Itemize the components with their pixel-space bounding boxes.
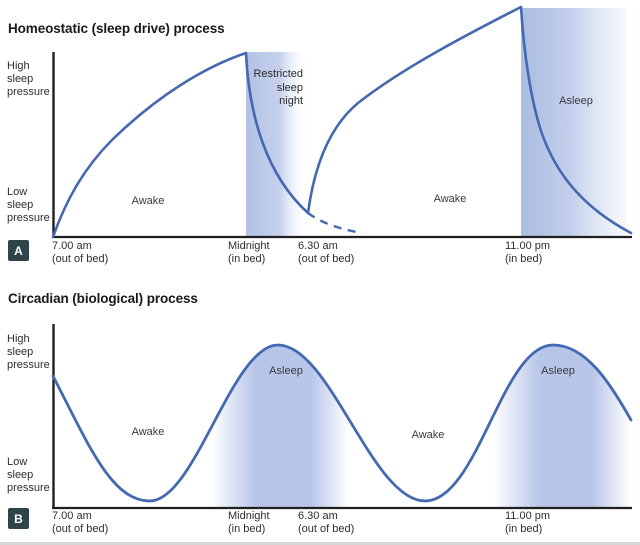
panel-a-title: Homeostatic (sleep drive) process	[8, 21, 225, 36]
restricted-sleep-night-label: Restricted sleep night	[253, 68, 303, 107]
asleep-label-b-right: Asleep	[541, 365, 575, 377]
panel-a-badge: A	[8, 240, 29, 261]
asleep-regions-panel-b	[53, 345, 631, 507]
homeostatic-rise-day2-curve	[306, 5, 523, 215]
x-tick-7am-b: 7.00 am (out of bed)	[52, 510, 108, 535]
asleep-label-a: Asleep	[559, 95, 593, 107]
x-tick-630am-b: 6.30 am (out of bed)	[298, 510, 354, 535]
x-tick-11pm-a: 11.00 pm (in bed)	[505, 240, 550, 265]
x-tick-7am-a: 7.00 am (out of bed)	[52, 240, 108, 265]
bottom-divider-bar	[0, 542, 640, 545]
x-tick-time: Midnight	[228, 510, 270, 522]
restricted-sleep-night-region	[246, 52, 308, 237]
x-tick-note: (in bed)	[505, 522, 543, 535]
homeostatic-projected-decline-dashed-curve	[307, 212, 363, 235]
panel-b-title: Circadian (biological) process	[8, 291, 198, 306]
x-tick-time: 6.30 am	[298, 510, 338, 522]
x-tick-note: (in bed)	[228, 252, 266, 265]
x-tick-time: 11.00 pm	[505, 240, 551, 252]
x-tick-midnight-a: Midnight (in bed)	[228, 240, 270, 265]
y-axis-label-high-b: High sleep pressure	[7, 333, 50, 371]
y-axis-label-high-a: High sleep pressure	[7, 60, 50, 98]
x-tick-630am-a: 6.30 am (out of bed)	[298, 240, 354, 265]
x-tick-note: (out of bed)	[52, 522, 109, 535]
x-tick-time: 7.00 am	[52, 510, 92, 522]
y-axis-label-low-b: Low sleep pressure	[7, 456, 50, 494]
awake-label-b-right: Awake	[411, 429, 445, 441]
x-tick-11pm-b: 11.00 pm (in bed)	[505, 510, 550, 535]
x-tick-time: Midnight	[228, 240, 270, 252]
homeostatic-decline-night2-curve	[519, 5, 633, 235]
homeostatic-rise-day1-curve	[51, 51, 248, 239]
awake-label-a-left: Awake	[131, 195, 165, 207]
x-tick-note: (out of bed)	[298, 522, 355, 535]
circadian-sine-curve	[51, 343, 633, 503]
awake-label-a-right: Awake	[433, 193, 467, 205]
x-tick-note: (out of bed)	[298, 252, 355, 265]
x-tick-note: (in bed)	[505, 252, 543, 265]
y-axis-label-low-a: Low sleep pressure	[7, 186, 50, 224]
panel-b-badge: B	[8, 508, 29, 529]
x-tick-time: 11.00 pm	[505, 510, 551, 522]
x-tick-note: (out of bed)	[52, 252, 109, 265]
awake-label-b-left: Awake	[131, 426, 165, 438]
x-tick-time: 7.00 am	[52, 240, 92, 252]
x-tick-time: 6.30 am	[298, 240, 338, 252]
homeostatic-decline-restricted-curve	[244, 51, 310, 215]
x-tick-midnight-b: Midnight (in bed)	[228, 510, 270, 535]
x-tick-note: (in bed)	[228, 522, 266, 535]
asleep-label-b-left: Asleep	[269, 365, 303, 377]
